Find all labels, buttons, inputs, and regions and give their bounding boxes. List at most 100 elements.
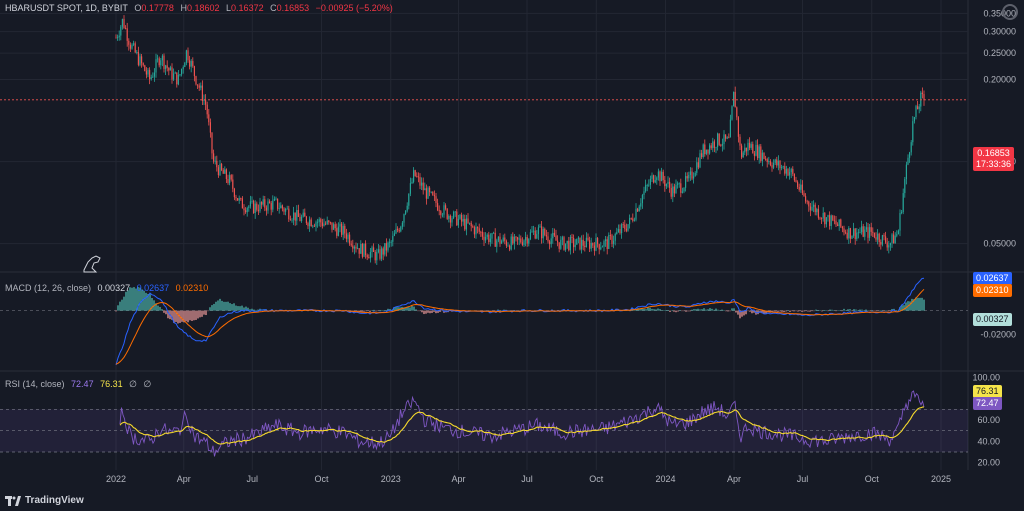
- price-candle: [797, 181, 799, 187]
- macd-histogram-bar: [129, 287, 131, 311]
- price-candle: [257, 209, 259, 212]
- macd-histogram-bar: [185, 310, 187, 322]
- macd-histogram-bar: [891, 309, 893, 311]
- price-candle: [515, 236, 517, 238]
- macd-histogram-bar: [715, 308, 717, 311]
- price-candle: [249, 201, 251, 207]
- macd-histogram-bar: [751, 310, 753, 314]
- price-candle: [665, 183, 667, 187]
- macd-histogram-bar: [805, 310, 807, 312]
- price-candle: [747, 142, 749, 152]
- price-candle: [134, 43, 136, 53]
- price-candle: [187, 50, 189, 61]
- price-candle: [173, 73, 175, 80]
- price-candle: [499, 236, 501, 244]
- symbol-label[interactable]: HBARUSDT SPOT, 1D, BYBIT: [5, 3, 128, 13]
- price-candle: [246, 207, 248, 213]
- price-candle: [774, 159, 776, 163]
- price-candle: [688, 174, 690, 179]
- macd-histogram-bar: [373, 309, 375, 311]
- price-candle: [915, 106, 917, 117]
- price-candle: [190, 61, 192, 67]
- price-candle: [222, 169, 224, 174]
- macd-histogram-bar: [611, 309, 613, 311]
- price-candle: [553, 232, 555, 236]
- price-candle: [483, 236, 485, 241]
- macd-histogram-bar: [205, 310, 207, 316]
- price-candle: [440, 211, 442, 215]
- price-candle: [664, 180, 666, 187]
- price-candle: [350, 243, 352, 246]
- price-candle: [329, 222, 331, 223]
- macd-histogram-bar: [753, 310, 755, 313]
- price-tag-value: 0.16853: [977, 148, 1010, 158]
- price-candle: [313, 225, 315, 227]
- price-candle: [337, 226, 339, 236]
- price-candle: [901, 212, 903, 214]
- price-candle: [899, 213, 901, 231]
- macd-histogram-bar: [857, 310, 859, 311]
- price-candle: [171, 67, 173, 80]
- price-candle: [534, 230, 536, 239]
- price-candle: [529, 232, 531, 239]
- macd-histogram-bar: [669, 310, 671, 312]
- macd-histogram-bar: [809, 310, 811, 312]
- x-tick-label: 2023: [381, 474, 401, 484]
- macd-histogram-bar: [771, 310, 773, 313]
- c-label: C: [270, 3, 277, 13]
- macd-histogram-bar: [785, 310, 787, 312]
- price-candle: [505, 240, 507, 246]
- macd-histogram-bar: [367, 310, 369, 312]
- macd-histogram-bar: [917, 297, 919, 311]
- macd-histogram-bar: [425, 310, 427, 314]
- price-candle: [627, 224, 629, 231]
- price-candle: [792, 168, 794, 174]
- price-candle: [616, 232, 618, 234]
- macd-histogram-bar: [901, 305, 903, 311]
- macd-label[interactable]: MACD (12, 26, close): [5, 283, 92, 293]
- macd-histogram-bar: [163, 310, 165, 313]
- macd-histogram-bar: [117, 305, 119, 311]
- macd-histogram-bar: [211, 305, 213, 311]
- macd-histogram-bar: [903, 305, 905, 311]
- price-candle: [381, 248, 383, 259]
- macd-histogram-bar: [869, 310, 871, 312]
- rsi-label[interactable]: RSI (14, close): [5, 379, 65, 389]
- price-candle: [403, 214, 405, 223]
- price-candle: [422, 182, 424, 191]
- price-candle: [547, 236, 549, 242]
- settings-icon[interactable]: [1002, 4, 1018, 20]
- macd-histogram-bar: [119, 301, 121, 311]
- tradingview-logo[interactable]: TradingView: [5, 495, 84, 506]
- price-candle: [752, 144, 754, 154]
- price-candle: [528, 238, 530, 244]
- price-candle: [590, 242, 592, 249]
- price-candle: [577, 237, 579, 239]
- macd-histogram-bar: [155, 303, 157, 311]
- price-candle: [622, 224, 624, 226]
- macd-histogram-bar: [793, 310, 795, 312]
- macd-histogram-bar: [851, 310, 853, 312]
- price-candle: [200, 85, 202, 88]
- price-candle: [208, 114, 210, 123]
- price-tick-label: 0.05000: [983, 239, 1016, 249]
- price-candle: [749, 142, 751, 148]
- price-candle: [475, 227, 477, 235]
- price-candle: [771, 165, 773, 168]
- macd-histogram-bar: [407, 306, 409, 311]
- price-candle: [395, 228, 397, 234]
- macd-histogram-bar: [867, 310, 869, 311]
- price-candle: [261, 202, 263, 205]
- macd-histogram-bar: [679, 310, 681, 311]
- price-candle: [181, 68, 183, 75]
- macd-histogram-bar: [819, 310, 821, 311]
- macd-histogram-bar: [861, 309, 863, 311]
- macd-histogram-bar: [887, 310, 889, 312]
- price-candle: [872, 231, 874, 233]
- price-candle: [587, 237, 589, 241]
- price-candle: [859, 232, 861, 234]
- price-tick-label: 0.35000: [983, 8, 1016, 18]
- macd-histogram-bar: [643, 308, 645, 311]
- macd-histogram-bar: [729, 310, 731, 312]
